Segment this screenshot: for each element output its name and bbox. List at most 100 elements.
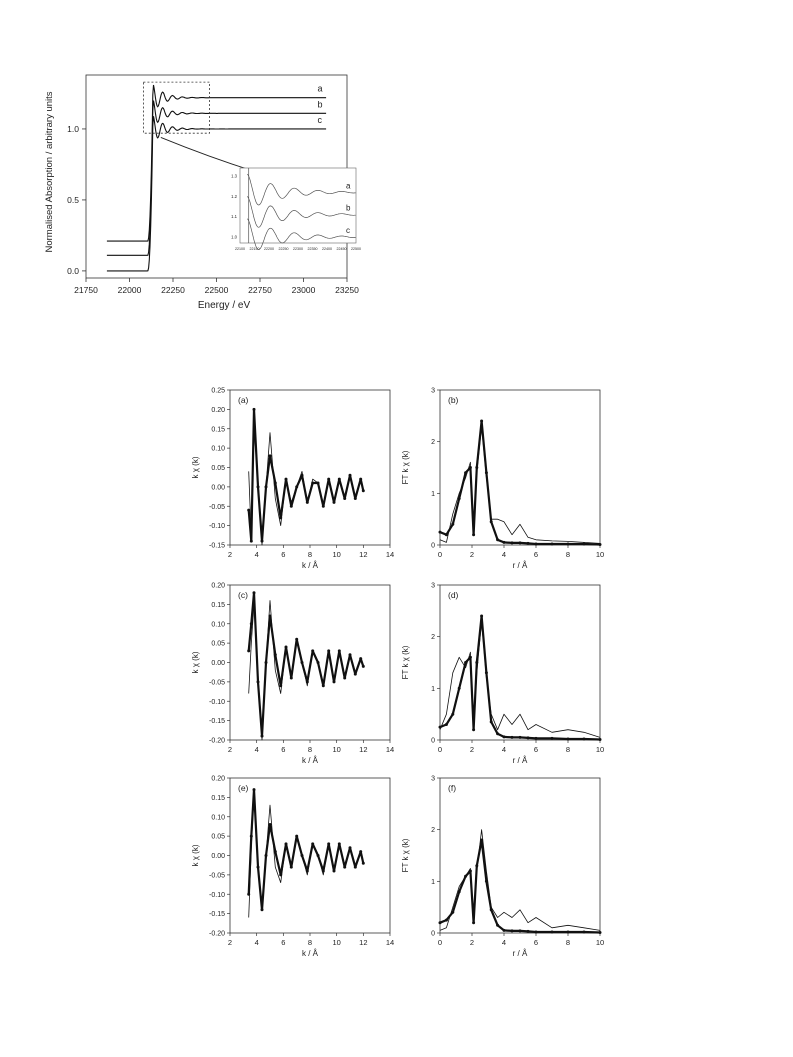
data-point — [484, 879, 488, 883]
inset-xtick-label: 22500 — [351, 247, 361, 251]
data-point — [510, 929, 514, 933]
data-point — [361, 664, 365, 668]
data-point — [550, 736, 554, 740]
panel-ytick-label: -0.15 — [209, 543, 225, 550]
panel-xtick-label: 4 — [255, 550, 259, 559]
xanes-ytick-label: 1.0 — [67, 124, 79, 134]
inset-ytick-label: 1.0 — [231, 234, 237, 239]
panel-xtick-label: 14 — [386, 938, 394, 947]
panel-xtick-label: 10 — [596, 745, 604, 754]
xanes-xtick-label: 22000 — [118, 285, 142, 295]
data-point — [256, 680, 260, 684]
panel-ytick-label: 0.05 — [211, 641, 225, 648]
panel-ytick-label: 0 — [431, 738, 435, 745]
data-point — [526, 929, 530, 933]
data-point — [249, 539, 253, 543]
data-point — [444, 918, 448, 922]
panel-xtick-label: 2 — [470, 938, 474, 947]
data-point — [268, 823, 272, 826]
panel-ytick-label: 0.00 — [211, 660, 225, 667]
series-fit — [248, 600, 364, 741]
series-experiment — [439, 614, 601, 741]
xanes-plot-area: 21750 22000 22250 22500 22750 23000 23250 0.0 0.… — [67, 74, 361, 295]
xanes-xtick-label: 22250 — [161, 285, 185, 295]
panel-xtick-label: 4 — [502, 550, 506, 559]
panel-ytick-label: 0 — [431, 931, 435, 938]
panel-ytick-label: -0.15 — [209, 911, 225, 918]
panel-xtick-label: 0 — [438, 745, 442, 754]
data-point — [252, 788, 256, 792]
data-point — [526, 736, 530, 740]
panel-xtick-label: 2 — [470, 745, 474, 754]
panel-ytick-label: -0.10 — [209, 699, 225, 706]
panel-frame — [439, 777, 601, 934]
inset-series-label: c — [346, 226, 350, 235]
inset-xtick-label: 22400 — [322, 247, 332, 251]
data-point — [489, 720, 493, 724]
data-point — [438, 921, 442, 925]
series-fit — [248, 793, 364, 918]
panel-ytick-label: 1 — [431, 686, 435, 693]
panel-xtick-label: 10 — [596, 550, 604, 559]
data-point — [480, 419, 484, 423]
panel-ytick-label: 0.00 — [211, 853, 225, 860]
panel-ytick-label: -0.10 — [209, 892, 225, 899]
panel-xtick-label: 6 — [534, 938, 538, 947]
inset-xtick-label: 22300 — [293, 247, 303, 251]
panel-ytick-label: -0.20 — [209, 931, 225, 938]
xanes-chart: 21750 22000 22250 22500 22750 23000 23250 0.0 0.… — [44, 74, 361, 311]
panel-ytick-label: 2 — [431, 439, 435, 446]
data-point — [480, 614, 484, 618]
panel-xtick-label: 8 — [308, 745, 312, 754]
data-point — [256, 485, 260, 489]
panel-ytick-label: 3 — [431, 388, 435, 395]
panel-ytick-label: -0.20 — [209, 738, 225, 745]
data-point — [550, 930, 554, 934]
panel-xlabel: k / Å — [302, 949, 319, 958]
data-point — [496, 732, 500, 736]
panel-xtick-label: 12 — [359, 550, 367, 559]
panel-frame — [439, 584, 601, 741]
xanes-series-label: c — [318, 115, 323, 125]
data-point — [273, 850, 277, 854]
panel-xtick-label: 10 — [332, 550, 340, 559]
panel-ytick-label: 0.00 — [211, 484, 225, 491]
data-point — [273, 481, 277, 485]
panel-xtick-label: 6 — [534, 745, 538, 754]
data-point — [550, 542, 554, 546]
panel-ytick-label: -0.15 — [209, 718, 225, 725]
xanes-xtick-label: 22750 — [248, 285, 272, 295]
panel-ytick-label: 0.25 — [211, 388, 225, 395]
data-point — [526, 541, 530, 545]
data-point — [518, 541, 522, 545]
panel-xtick-label: 2 — [228, 745, 232, 754]
xanes-xtick-label: 21750 — [74, 285, 98, 295]
chart-panel-a: 2 4 6 8 10 12 14 0.25 0.20 0.15 0.10 0.05 0.00 -0.05 -… — [191, 388, 394, 571]
panel-ytick-label: 0.10 — [211, 621, 225, 628]
data-point — [457, 890, 461, 894]
xanes-ylabel: Normalised Absorption / arbitrary units — [44, 91, 55, 252]
panel-xtick-label: 8 — [566, 745, 570, 754]
panel-xtick-label: 2 — [470, 550, 474, 559]
data-point — [566, 737, 570, 741]
panel-xtick-label: 12 — [359, 938, 367, 947]
data-point — [582, 930, 586, 934]
series-experiment — [439, 419, 601, 546]
data-point — [464, 471, 468, 475]
data-point — [444, 723, 448, 726]
data-point — [457, 497, 461, 500]
series-fit — [248, 428, 364, 546]
data-point — [534, 542, 538, 546]
xanes-series-label: b — [318, 99, 323, 109]
data-point — [510, 735, 514, 739]
data-point — [247, 508, 251, 512]
panel-xlabel: r / Å — [513, 561, 528, 570]
inset-ytick-label: 1.1 — [231, 214, 237, 219]
panel-xtick-label: 8 — [308, 550, 312, 559]
panel-label: (a) — [238, 395, 249, 405]
xanes-series-b — [106, 100, 327, 256]
data-point — [566, 542, 570, 546]
inset-xtick-label: 22150 — [250, 247, 260, 251]
xanes-ytick-label: 0.5 — [67, 195, 79, 205]
xanes-xtick-label: 23000 — [292, 285, 316, 295]
